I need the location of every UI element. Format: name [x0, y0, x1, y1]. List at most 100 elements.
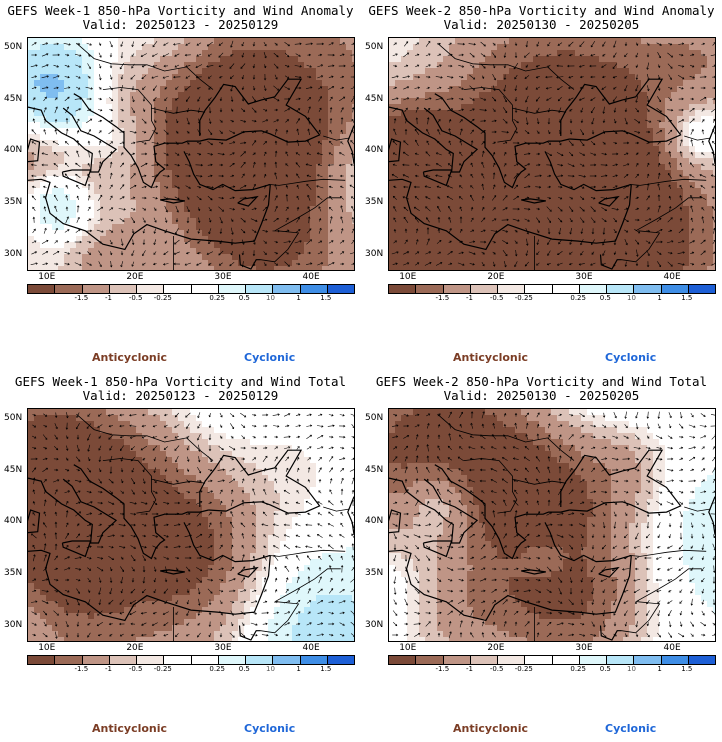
colorbar-segment	[498, 285, 526, 293]
colorbar-tick-label: -1.5	[435, 665, 450, 673]
lat-label: 30N	[365, 619, 384, 630]
colorbar-tick-label: 1	[296, 665, 301, 673]
colorbar-segment	[525, 285, 553, 293]
colorbar-segment	[552, 656, 580, 664]
panel-valid-dates: Valid: 20250130 - 20250205	[443, 388, 640, 403]
colorbar-tick-label: 0.5	[599, 665, 611, 673]
panel-title: GEFS Week-1 850-hPa Vorticity and Wind T…	[14, 374, 347, 389]
colorbar-segment	[389, 285, 417, 293]
map-panel-week1-total: GEFS Week-1 850-hPa Vorticity and Wind T…	[0, 371, 361, 742]
lon-label: 30E	[214, 643, 232, 653]
lat-label: 30N	[365, 248, 384, 259]
lat-label: 35N	[365, 196, 384, 207]
lat-label: 30N	[4, 619, 23, 630]
colorbar-segment	[688, 285, 715, 293]
colorbar-tick-label: 1	[657, 294, 662, 302]
colorbar-scale-note: 10	[627, 294, 636, 302]
colorbar-tick-label: -1	[105, 665, 112, 673]
colorbar-segment	[470, 656, 498, 664]
lat-label: 50N	[4, 413, 23, 424]
colorbar-segment	[607, 285, 635, 293]
colorbar-tick-label: -0.25	[514, 665, 533, 673]
colorbar-segment	[327, 656, 354, 664]
colorbar-segment	[579, 285, 607, 293]
lon-label: 40E	[663, 643, 681, 653]
colorbar	[27, 284, 355, 294]
colorbar-tick-label: -0.5	[489, 294, 504, 302]
colorbar-segment	[443, 285, 471, 293]
colorbar-segment	[273, 285, 301, 293]
lon-label: 40E	[302, 643, 320, 653]
anticyclonic-label: Anticyclonic	[453, 351, 529, 364]
colorbar-segment	[688, 656, 715, 664]
colorbar-tick-label: 0.25	[570, 665, 586, 673]
lat-label: 45N	[365, 93, 384, 104]
lat-label: 45N	[365, 464, 384, 475]
colorbar-tick-label: 1.5	[320, 665, 332, 673]
wind-vectors	[30, 40, 354, 268]
cyclonic-label: Cyclonic	[605, 351, 657, 364]
panel-valid-dates: Valid: 20250123 - 20250129	[82, 388, 279, 403]
colorbar	[27, 655, 355, 665]
colorbar-tick-label: 0.5	[599, 294, 611, 302]
colorbar-segment	[109, 285, 137, 293]
lat-label: 35N	[365, 567, 384, 578]
anticyclonic-label: Anticyclonic	[92, 351, 168, 364]
coastlines	[389, 413, 715, 641]
colorbar-segment	[246, 656, 274, 664]
colorbar-tick-label: -1	[466, 294, 473, 302]
vorticity-map	[388, 37, 716, 271]
lon-label: 30E	[575, 643, 593, 653]
colorbar-tick-label: -1	[105, 294, 112, 302]
vorticity-field-svg	[28, 38, 354, 270]
colorbar-segment	[137, 285, 165, 293]
colorbar-segment	[55, 656, 83, 664]
colorbar-scale-note: 10	[266, 665, 275, 673]
colorbar-segment	[634, 285, 662, 293]
lat-label: 40N	[4, 145, 23, 156]
colorbar-segment	[327, 285, 354, 293]
map-panel-week1-anomaly: GEFS Week-1 850-hPa Vorticity and Wind A…	[0, 0, 361, 371]
colorbar-tick-label: 1	[296, 294, 301, 302]
panel-title: GEFS Week-2 850-hPa Vorticity and Wind T…	[375, 374, 708, 389]
colorbar-tick-label: 0.5	[238, 665, 250, 673]
colorbar-segment	[389, 656, 417, 664]
lon-label: 10E	[38, 272, 56, 282]
vorticity-map	[27, 37, 355, 271]
colorbar-segment	[137, 656, 165, 664]
lon-label: 20E	[487, 643, 505, 653]
vorticity-field-svg	[389, 38, 715, 270]
panel-valid-dates: Valid: 20250130 - 20250205	[443, 17, 640, 32]
colorbar-tick-label: 0.25	[209, 665, 225, 673]
colorbar-tick-label: -0.25	[514, 294, 533, 302]
colorbar-segment	[55, 285, 83, 293]
lon-label: 10E	[399, 272, 417, 282]
lon-label: 40E	[663, 272, 681, 282]
colorbar-scale-note: 10	[627, 665, 636, 673]
colorbar-segment	[109, 656, 137, 664]
wind-vectors	[391, 40, 715, 268]
colorbar	[388, 655, 716, 665]
colorbar-segment	[498, 656, 526, 664]
colorbar-tick-label: 1.5	[681, 665, 693, 673]
wind-vectors	[30, 412, 354, 639]
colorbar-segment	[634, 656, 662, 664]
anticyclonic-label: Anticyclonic	[92, 722, 168, 735]
colorbar-tick-label: -1.5	[74, 665, 89, 673]
vorticity-field-svg	[28, 409, 354, 641]
colorbar-tick-label: -0.25	[153, 294, 172, 302]
lat-label: 45N	[4, 93, 23, 104]
vorticity-field-svg	[389, 409, 715, 641]
lat-label: 40N	[365, 516, 384, 527]
lat-label: 30N	[4, 248, 23, 259]
lat-label: 45N	[4, 464, 23, 475]
lat-label: 40N	[365, 145, 384, 156]
colorbar-segment	[191, 656, 219, 664]
lon-label: 20E	[487, 272, 505, 282]
colorbar-segment	[470, 285, 498, 293]
lon-label: 10E	[399, 643, 417, 653]
wind-vectors	[391, 411, 715, 639]
colorbar-segment	[416, 656, 444, 664]
colorbar-tick-label: 1	[657, 665, 662, 673]
lon-label: 10E	[38, 643, 56, 653]
